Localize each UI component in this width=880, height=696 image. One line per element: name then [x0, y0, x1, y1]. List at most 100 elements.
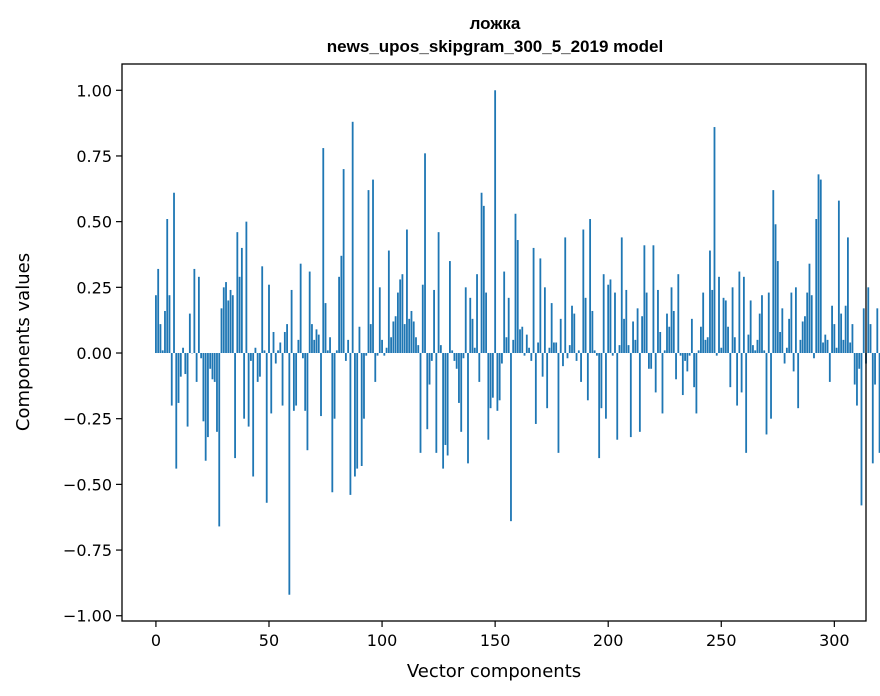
bar-component-286 [801, 321, 804, 354]
bar-component-193 [591, 310, 594, 354]
bar-component-301 [835, 347, 838, 353]
bar-component-139 [469, 297, 472, 353]
bar-component-83 [342, 169, 345, 354]
bar-component-162 [521, 326, 524, 354]
bar-component-317 [871, 353, 874, 464]
bar-component-57 [283, 331, 286, 354]
bar-component-274 [774, 224, 777, 354]
bar-component-290 [810, 295, 813, 354]
bar-component-241 [700, 326, 702, 354]
bar-component-255 [731, 287, 734, 354]
bar-component-222 [657, 289, 659, 354]
bar-component-288 [806, 292, 809, 354]
bar-component-68 [308, 271, 311, 354]
bar-component-171 [541, 353, 544, 377]
bar-component-25 [211, 353, 214, 380]
bar-component-13 [184, 353, 187, 375]
y-axis-ticks: 1.00 0.75 0.50 0.25 0.00 −0.25 −0.50 −0.75 −1.00 [63, 81, 122, 626]
bar-component-231 [677, 274, 680, 354]
x-tick-label: 50 [259, 631, 279, 650]
bar-component-232 [679, 353, 682, 356]
bar-component-98 [376, 353, 379, 356]
bar-component-14 [186, 353, 189, 427]
bar-component-200 [607, 284, 610, 354]
y-tick-label: −0.25 [63, 410, 112, 429]
bar-component-205 [618, 345, 621, 354]
x-tick-label: 0 [151, 631, 161, 650]
bar-component-282 [792, 353, 795, 372]
bar-component-101 [383, 353, 386, 356]
bar-component-174 [548, 347, 551, 353]
bar-component-110 [403, 324, 406, 354]
y-tick-label: −1.00 [63, 607, 112, 626]
bar-component-217 [645, 292, 648, 354]
bar-component-214 [638, 353, 641, 432]
bar-component-142 [476, 274, 478, 354]
bar-component-52 [272, 331, 275, 354]
bar-component-27 [216, 353, 218, 432]
bar-component-28 [218, 353, 221, 527]
bar-component-8 [173, 192, 175, 354]
bar-component-74 [322, 148, 325, 354]
bar-component-220 [652, 245, 655, 354]
bar-component-293 [817, 174, 820, 354]
bar-component-257 [736, 353, 739, 406]
bar-component-55 [279, 342, 282, 354]
bar-component-218 [648, 353, 650, 369]
bar-component-158 [512, 339, 515, 354]
bar-component-137 [464, 287, 467, 354]
x-tick-label: 100 [367, 631, 398, 650]
bar-component-130 [449, 261, 451, 354]
bar-component-226 [666, 313, 668, 354]
bar-component-305 [844, 305, 847, 354]
bar-component-90 [358, 326, 361, 354]
bar-component-199 [605, 353, 607, 419]
bar-component-242 [702, 292, 705, 354]
bar-component-87 [351, 121, 354, 354]
bar-component-277 [781, 308, 784, 354]
bar-component-188 [580, 353, 582, 382]
x-tick-label: 150 [480, 631, 511, 650]
bar-component-18 [195, 353, 198, 382]
x-tick-label: 200 [593, 631, 624, 650]
bar-component-189 [582, 229, 585, 354]
bar-component-204 [616, 353, 619, 440]
bar-component-287 [804, 316, 806, 354]
bar-component-213 [636, 308, 639, 354]
bar-component-190 [584, 297, 587, 353]
bar-component-316 [869, 324, 872, 354]
bar-component-7 [170, 353, 173, 406]
bar-component-260 [742, 276, 745, 354]
bar-component-266 [756, 339, 759, 354]
bar-component-120 [426, 353, 429, 430]
bar-component-186 [575, 353, 578, 361]
bar-component-211 [632, 321, 634, 354]
bar-component-47 [261, 266, 264, 354]
bar-component-264 [752, 345, 754, 354]
bar-component-297 [826, 339, 829, 354]
bar-component-53 [274, 353, 277, 364]
bar-component-60 [290, 289, 293, 354]
bar-component-36 [236, 232, 239, 354]
bar-component-298 [828, 353, 831, 382]
bar-component-311 [858, 353, 861, 369]
bar-component-113 [410, 310, 413, 354]
bar-component-250 [720, 347, 723, 353]
bar-component-253 [727, 326, 729, 354]
bar-component-284 [797, 353, 800, 409]
bar-component-265 [754, 350, 757, 354]
x-tick-label: 300 [819, 631, 850, 650]
bar-component-138 [467, 353, 469, 464]
bar-component-149 [491, 353, 494, 398]
bar-component-249 [718, 276, 720, 354]
bar-component-224 [661, 353, 664, 414]
bar-component-275 [776, 261, 779, 354]
bar-component-146 [485, 292, 487, 354]
bar-component-276 [779, 331, 781, 354]
bar-component-94 [367, 190, 370, 354]
bar-component-155 [505, 337, 508, 354]
bar-component-161 [519, 329, 521, 354]
bar-component-121 [428, 353, 431, 385]
bar-component-100 [381, 339, 383, 354]
bar-component-20 [200, 353, 203, 359]
